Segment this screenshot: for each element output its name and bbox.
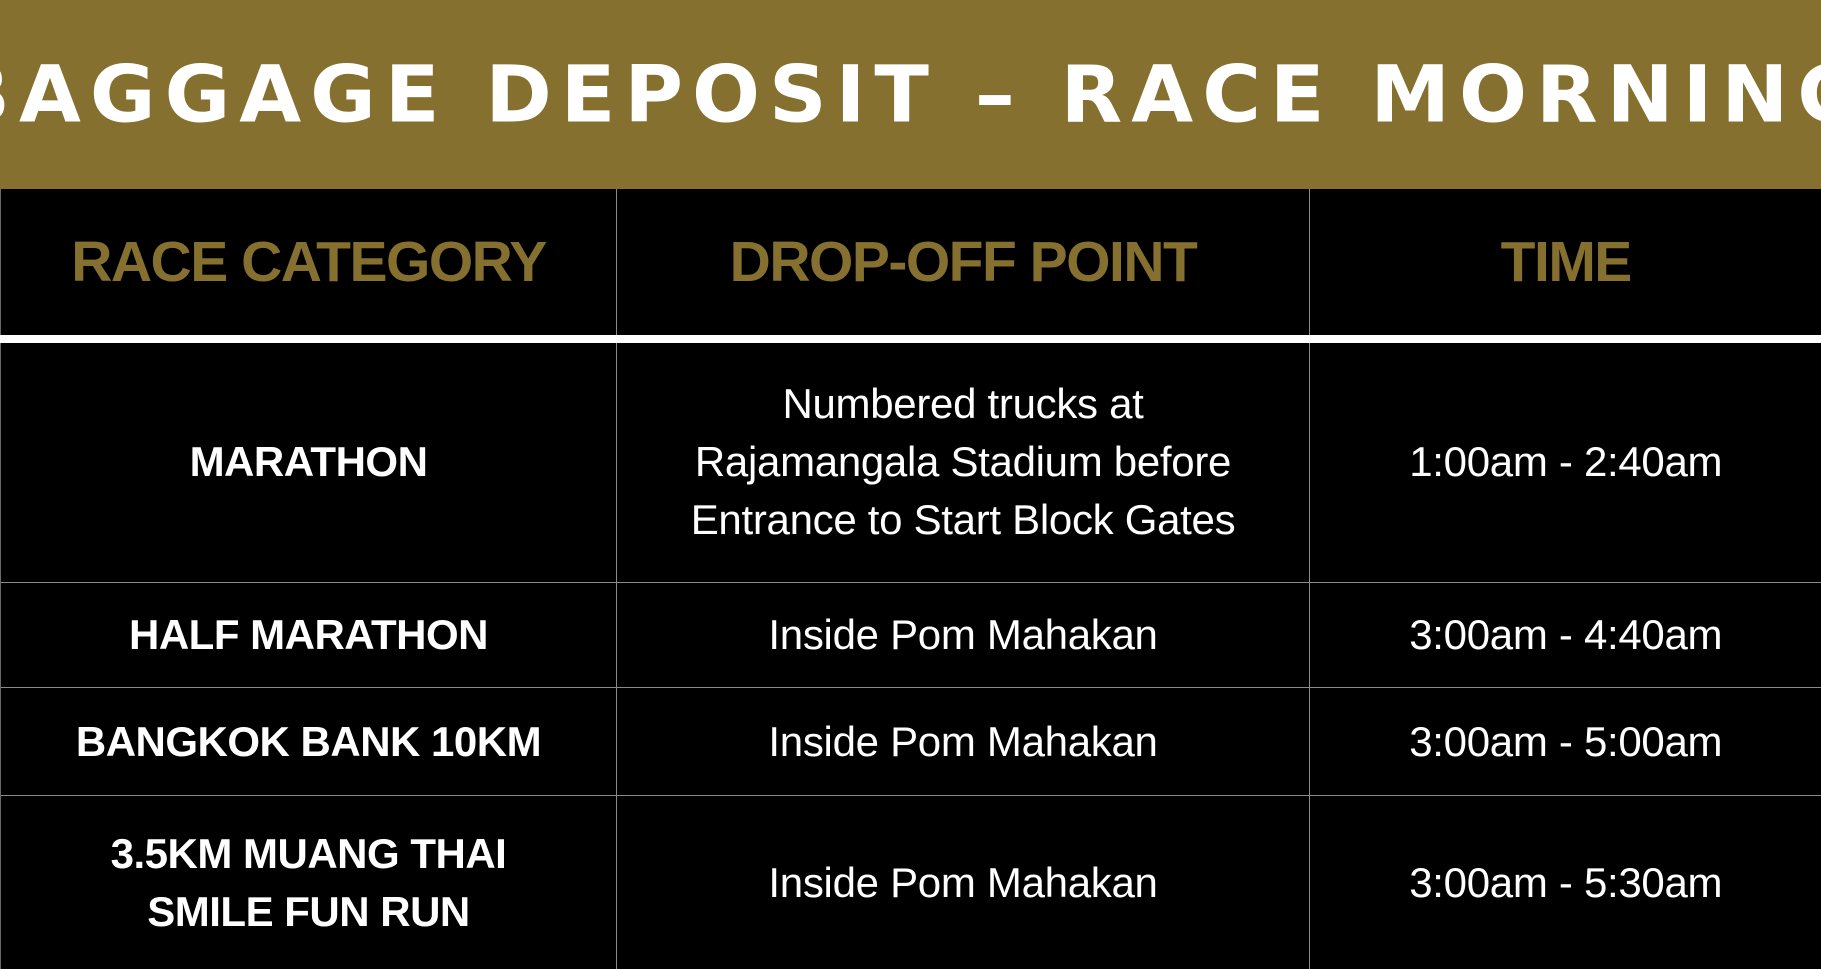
race-category-cell: MARATHON	[0, 339, 617, 583]
drop-off-point-cell: Inside Pom Mahakan	[616, 795, 1310, 969]
column-header-time: TIME	[1309, 189, 1821, 343]
race-category-cell: 3.5KM MUANG THAI SMILE FUN RUN	[0, 795, 617, 969]
title-banner: BAGGAGE DEPOSIT – RACE MORNING	[0, 0, 1821, 189]
drop-off-point-text: Inside Pom Mahakan	[768, 610, 1158, 658]
table-row: 3.5KM MUANG THAI SMILE FUN RUN Inside Po…	[0, 795, 1821, 969]
drop-off-point-cell: Inside Pom Mahakan	[616, 686, 1310, 796]
race-category-text: HALF MARATHON	[129, 610, 489, 658]
race-category-cell: HALF MARATHON	[0, 581, 617, 688]
table-row: BANGKOK BANK 10KM Inside Pom Mahakan 3:0…	[0, 686, 1821, 796]
table-header-row: RACE CATEGORY DROP-OFF POINT TIME	[0, 189, 1821, 343]
drop-off-point-text: Entrance to Start Block Gates	[690, 496, 1236, 544]
race-category-text: SMILE FUN RUN	[147, 887, 470, 935]
drop-off-point-text: Inside Pom Mahakan	[768, 717, 1158, 765]
time-cell: 3:00am - 5:00am	[1309, 686, 1821, 796]
race-category-text: 3.5KM MUANG THAI	[110, 829, 507, 877]
time-cell: 3:00am - 5:30am	[1309, 795, 1821, 969]
page-title: BAGGAGE DEPOSIT – RACE MORNING	[0, 48, 1821, 141]
column-header-race-category: RACE CATEGORY	[0, 189, 617, 343]
drop-off-point-text: Numbered trucks at	[782, 380, 1144, 428]
drop-off-point-text: Rajamangala Stadium before	[694, 438, 1232, 486]
table-row: MARATHON Numbered trucks at Rajamangala …	[0, 339, 1821, 583]
drop-off-point-text: Inside Pom Mahakan	[768, 858, 1158, 906]
race-category-cell: BANGKOK BANK 10KM	[0, 686, 617, 796]
drop-off-point-cell: Numbered trucks at Rajamangala Stadium b…	[616, 339, 1310, 583]
drop-off-point-cell: Inside Pom Mahakan	[616, 581, 1310, 688]
time-cell: 1:00am - 2:40am	[1309, 339, 1821, 583]
table-row: HALF MARATHON Inside Pom Mahakan 3:00am …	[0, 581, 1821, 688]
column-header-drop-off-point: DROP-OFF POINT	[616, 189, 1310, 343]
time-cell: 3:00am - 4:40am	[1309, 581, 1821, 688]
race-category-text: BANGKOK BANK 10KM	[75, 717, 542, 765]
baggage-schedule-table: RACE CATEGORY DROP-OFF POINT TIME MARATH…	[0, 189, 1821, 969]
race-category-text: MARATHON	[189, 438, 428, 486]
